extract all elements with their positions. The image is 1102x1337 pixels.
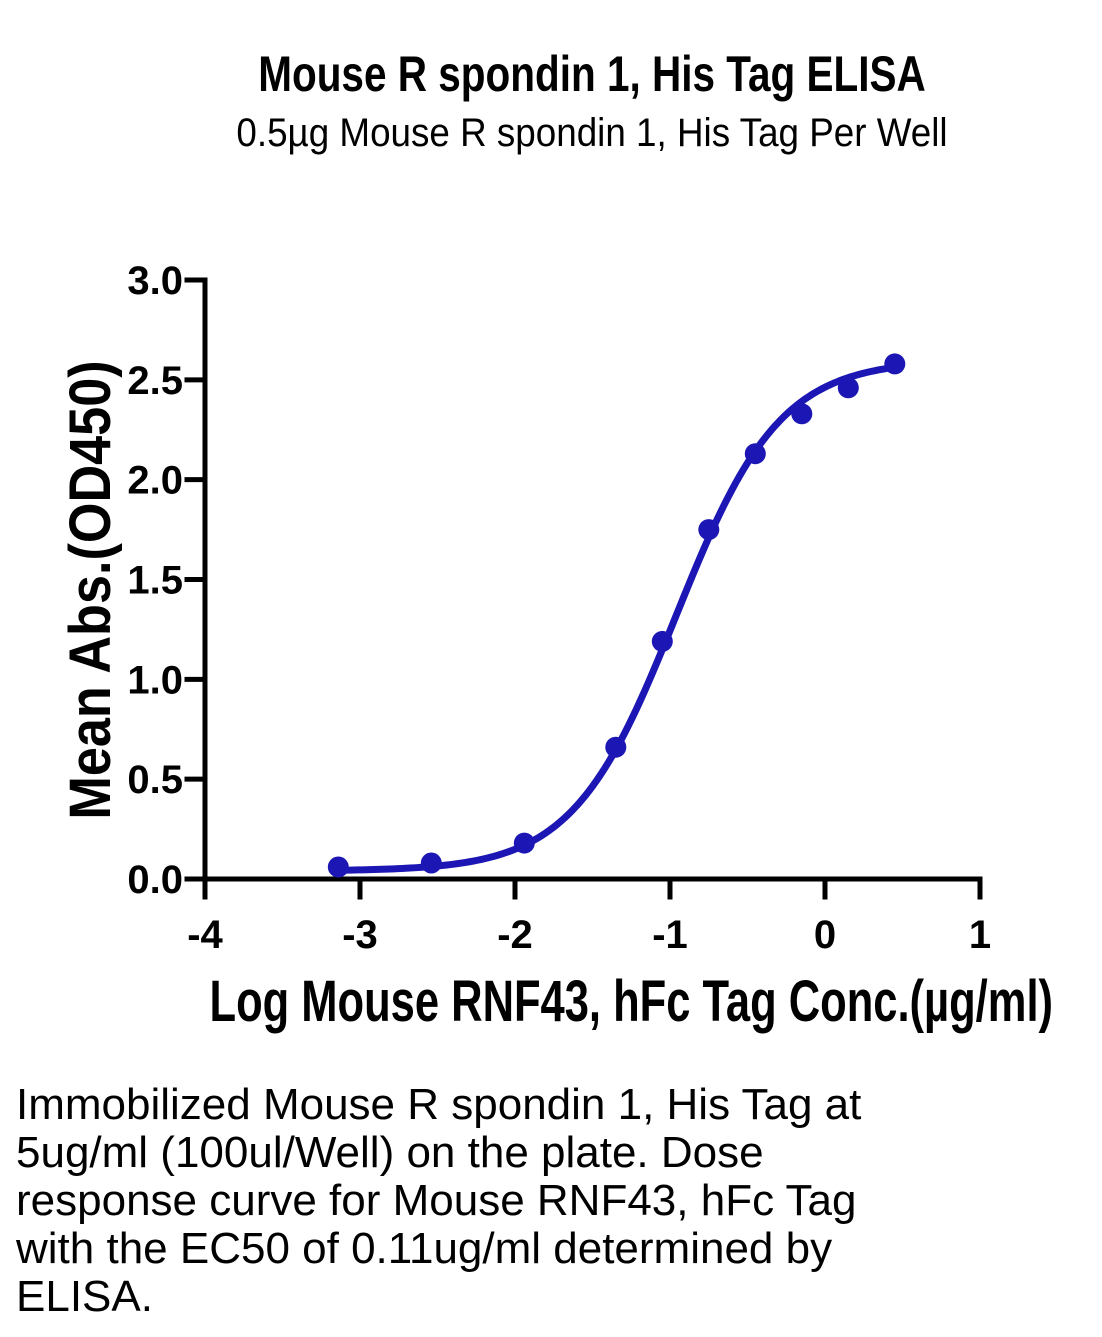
figure-caption: Immobilized Mouse R spondin 1, His Tag a… (16, 1081, 861, 1321)
caption-line: Immobilized Mouse R spondin 1, His Tag a… (16, 1080, 862, 1129)
x-tick-label: 0 (814, 913, 836, 957)
x-tick-label: -4 (187, 913, 223, 957)
data-point (651, 630, 673, 652)
caption-line: response curve for Mouse RNF43, hFc Tag (16, 1176, 857, 1225)
caption-line: ELISA. (16, 1272, 153, 1321)
x-axis-title: Log Mouse RNF43, hFc Tag Conc.(µg/ml) (209, 969, 1054, 1034)
chart-subtitle: 0.5µg Mouse R spondin 1, His Tag Per Wel… (236, 111, 948, 155)
y-tick-label: 2.5 (127, 359, 183, 403)
caption-line: with the EC50 of 0.11ug/ml determined by (16, 1224, 833, 1273)
y-tick-label: 2.0 (127, 459, 183, 503)
data-point (791, 403, 813, 425)
data-point (884, 353, 906, 375)
data-point (698, 519, 720, 541)
x-tick-label: -3 (342, 913, 378, 957)
chart-title: Mouse R spondin 1, His Tag ELISA (258, 46, 926, 102)
y-tick-label: 1.0 (127, 658, 183, 702)
caption-line: 5ug/ml (100ul/Well) on the plate. Dose (16, 1128, 764, 1177)
data-point (837, 377, 859, 399)
data-point (744, 443, 766, 465)
data-point (513, 832, 535, 854)
y-tick-label: 0.5 (127, 758, 183, 802)
x-tick-label: 1 (969, 913, 991, 957)
data-point (605, 736, 627, 758)
data-point (327, 856, 349, 878)
y-tick-label: 0.0 (127, 858, 183, 902)
x-tick-label: -1 (652, 913, 688, 957)
x-tick-label: -2 (497, 913, 533, 957)
fit-curve (334, 363, 899, 874)
y-tick-label: 1.5 (127, 559, 183, 603)
y-tick-label: 3.0 (127, 259, 183, 303)
data-point (420, 852, 442, 874)
